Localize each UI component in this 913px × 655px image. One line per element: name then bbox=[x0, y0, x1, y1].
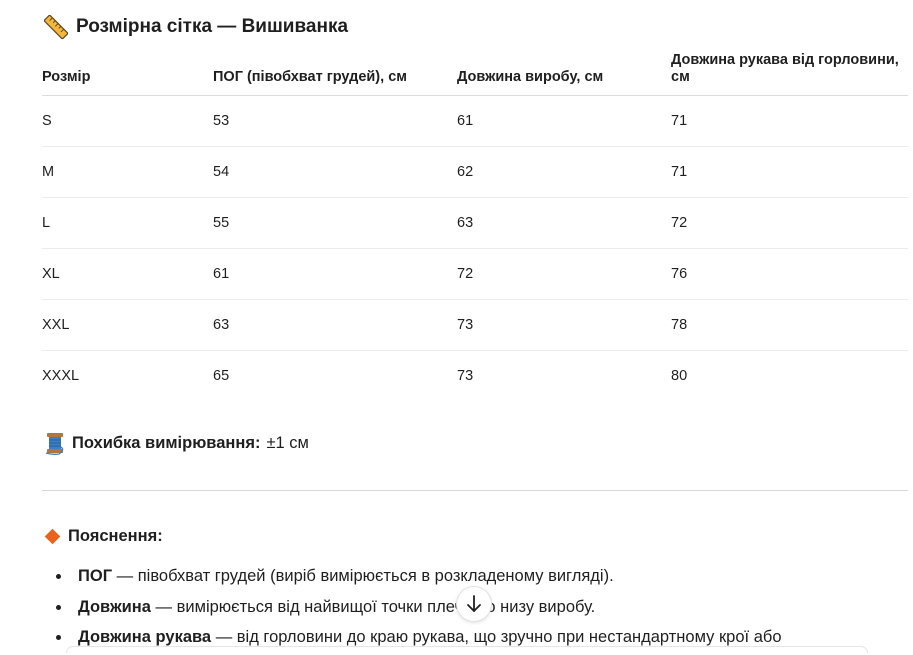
notes-list: ПОГ — півобхват грудей (виріб вимірюєтьс… bbox=[56, 563, 782, 655]
cell-chest: 63 bbox=[213, 299, 457, 351]
scroll-to-bottom-button[interactable] bbox=[456, 586, 492, 622]
cell-sleeve: 80 bbox=[671, 368, 688, 384]
size-table: Розмір ПОГ (півобхват грудей), см Довжин… bbox=[42, 52, 908, 401]
cell-size: L bbox=[42, 197, 213, 249]
cell-size: XL bbox=[42, 248, 213, 300]
header-chest: ПОГ (півобхват грудей), см bbox=[213, 52, 457, 96]
cell-chest: 55 bbox=[213, 197, 457, 249]
table-row: XXL 63 73 78 bbox=[42, 299, 908, 351]
cell-sleeve: 71 bbox=[671, 146, 908, 198]
note-text: — півобхват грудей (виріб вимірюється в … bbox=[112, 567, 614, 585]
note-term: Довжина bbox=[78, 597, 151, 616]
cell-size: S bbox=[42, 95, 213, 147]
cell-sleeve: 72 bbox=[671, 197, 908, 249]
list-item: Довжина рукава — від горловини до краю р… bbox=[56, 624, 782, 655]
table-row: L 55 63 72 bbox=[42, 197, 908, 249]
note-term: ПОГ bbox=[78, 567, 113, 585]
arrow-down-icon bbox=[467, 595, 481, 612]
cell-sleeve: 71 bbox=[671, 95, 908, 147]
table-header-row: Розмір ПОГ (півобхват грудей), см Довжин… bbox=[42, 52, 908, 96]
table-row: XL 61 72 76 bbox=[42, 248, 908, 300]
message-composer[interactable] bbox=[66, 646, 868, 653]
notes-heading-text: Пояснення: bbox=[68, 527, 163, 545]
cell-length: 63 bbox=[457, 197, 671, 249]
note-text: — від горловини до краю рукава, що зручн… bbox=[211, 628, 782, 646]
cell-sleeve: 78 bbox=[671, 299, 908, 351]
table-row: M 54 62 71 bbox=[42, 146, 908, 198]
orange-diamond-icon bbox=[44, 528, 61, 545]
section-divider bbox=[42, 490, 908, 491]
thread-spool-icon bbox=[45, 433, 64, 455]
cell-size: XXXL bbox=[42, 368, 80, 384]
cell-length: 62 bbox=[457, 146, 671, 198]
cell-length: 61 bbox=[457, 95, 671, 147]
table-row: XXXL 65 73 80 bbox=[42, 351, 908, 402]
cell-chest: 54 bbox=[213, 146, 457, 198]
table-row: S 53 61 71 bbox=[42, 95, 908, 147]
cell-size: M bbox=[42, 146, 213, 198]
cell-length: 72 bbox=[457, 248, 671, 300]
header-size: Розмір bbox=[42, 52, 213, 96]
list-item: Довжина — вимірюється від найвищої точки… bbox=[56, 594, 782, 625]
page-title-text: Розмірна сітка — Вишиванка bbox=[76, 16, 349, 37]
list-item: ПОГ — півобхват грудей (виріб вимірюєтьс… bbox=[56, 563, 782, 594]
tolerance-value: ±1 см bbox=[266, 433, 309, 452]
cell-chest: 61 bbox=[213, 248, 457, 300]
header-length: Довжина виробу, см bbox=[457, 52, 671, 96]
page-title: Розмірна сітка — Вишиванка bbox=[44, 14, 348, 40]
cell-sleeve: 76 bbox=[671, 248, 908, 300]
cell-chest: 65 bbox=[213, 368, 230, 384]
note-text: — вимірюється від найвищої точки плеча д… bbox=[150, 597, 596, 616]
cell-size: XXL bbox=[42, 299, 213, 351]
notes-heading: Пояснення: bbox=[44, 527, 163, 546]
ruler-icon bbox=[44, 15, 68, 39]
note-term: Довжина рукава bbox=[78, 628, 212, 646]
cell-length: 73 bbox=[457, 299, 671, 351]
tolerance-label: Похибка вимірювання: bbox=[72, 433, 261, 452]
cell-length: 73 bbox=[457, 368, 474, 384]
measurement-tolerance: Похибка вимірювання: ±1 см bbox=[44, 430, 309, 456]
header-sleeve: Довжина рукава від горловини, см bbox=[671, 52, 908, 96]
cell-chest: 53 bbox=[213, 95, 457, 147]
